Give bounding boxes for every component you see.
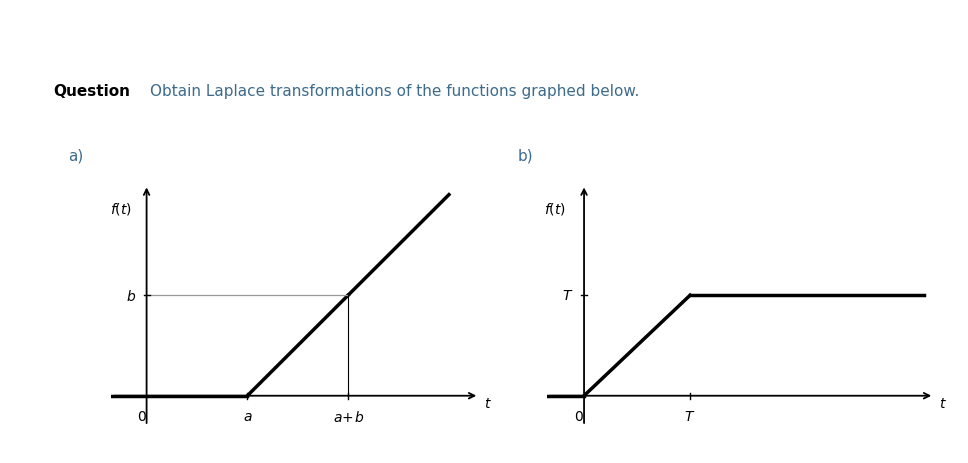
Text: $a\!+\!b$: $a\!+\!b$ [333,409,364,424]
Text: $f(t)$: $f(t)$ [544,200,566,216]
Text: $0$: $0$ [136,409,146,423]
Text: $t$: $t$ [939,396,948,410]
Text: $t$: $t$ [484,396,492,410]
Text: $f(t)$: $f(t)$ [109,200,132,216]
Text: $T$: $T$ [562,288,573,302]
Text: Question: Question [53,83,131,98]
Text: $a$: $a$ [243,409,253,423]
Text: $0$: $0$ [574,409,584,423]
Text: a): a) [68,148,83,163]
Text: $b$: $b$ [127,288,136,303]
Text: b): b) [518,148,533,163]
Text: $T$: $T$ [684,409,696,423]
Text: Obtain Laplace transformations of the functions graphed below.: Obtain Laplace transformations of the fu… [150,83,640,98]
